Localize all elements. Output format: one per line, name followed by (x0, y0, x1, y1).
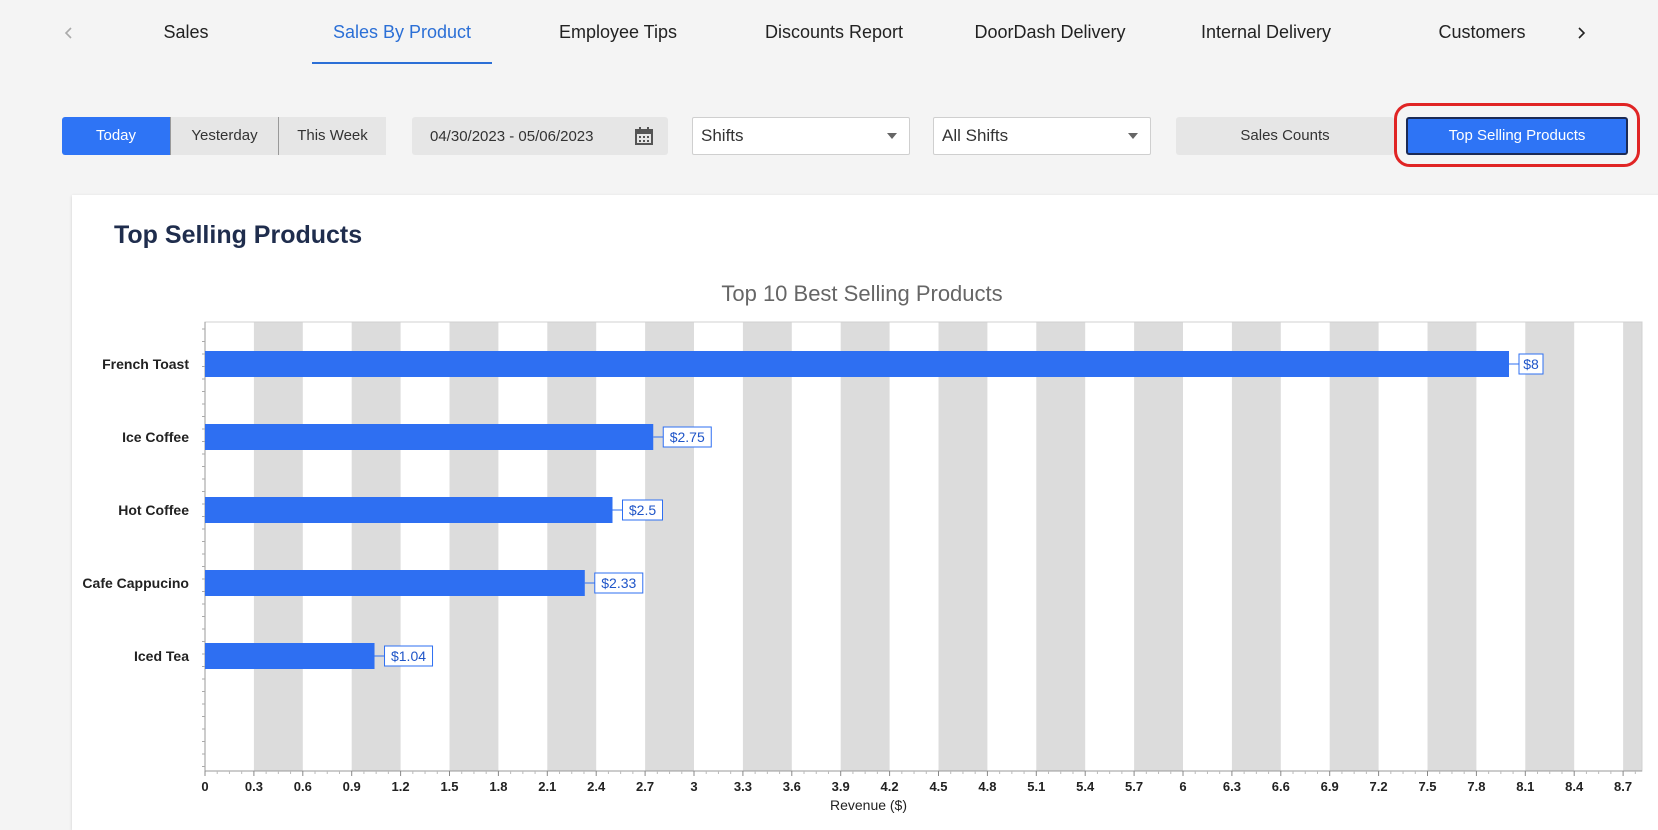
x-tick-label: 6.6 (1272, 779, 1290, 794)
grid-band (1036, 322, 1086, 771)
x-tick-label: 0 (201, 779, 208, 794)
x-tick-label: 8.4 (1565, 779, 1584, 794)
category-label: Ice Coffee (122, 429, 189, 445)
date-range-picker[interactable]: 04/30/2023 - 05/06/2023 (412, 117, 668, 155)
grid-band (938, 322, 988, 771)
card-title: Top Selling Products (114, 221, 363, 249)
x-tick-label: 3.3 (734, 779, 752, 794)
bar (205, 424, 654, 450)
x-tick-label: 7.2 (1370, 779, 1388, 794)
tab-customers[interactable]: Customers (1392, 0, 1572, 64)
bar (205, 643, 375, 669)
grid-band (547, 322, 597, 771)
data-label: $8 (1523, 356, 1539, 372)
chevron-down-icon (1128, 133, 1138, 139)
x-tick-label: 8.7 (1614, 779, 1632, 794)
bar (205, 497, 613, 523)
shift-type-value: Shifts (701, 126, 744, 145)
category-label: Hot Coffee (118, 502, 189, 518)
top-selling-products-button[interactable]: Top Selling Products (1406, 117, 1628, 155)
top-selling-card: Top Selling Products Top 10 Best Selling… (72, 195, 1658, 830)
grid-band (351, 322, 401, 771)
x-tick-label: 6.3 (1223, 779, 1241, 794)
today-button[interactable]: Today (62, 117, 170, 155)
x-tick-label: 5.1 (1027, 779, 1045, 794)
x-tick-label: 3.6 (783, 779, 801, 794)
x-tick-label: 1.8 (489, 779, 507, 794)
chevron-right-icon[interactable] (1566, 18, 1596, 48)
x-tick-label: 4.5 (929, 779, 947, 794)
grid-band (1329, 322, 1379, 771)
tab-sales[interactable]: Sales (96, 0, 276, 64)
tab-doordash-delivery[interactable]: DoorDash Delivery (960, 0, 1140, 64)
x-tick-label: 2.1 (538, 779, 556, 794)
tab-employee-tips[interactable]: Employee Tips (528, 0, 708, 64)
category-label: French Toast (102, 356, 189, 372)
this-week-button[interactable]: This Week (278, 117, 386, 155)
data-label: $1.04 (391, 648, 426, 664)
data-label-box (622, 499, 663, 521)
x-tick-label: 2.7 (636, 779, 654, 794)
tab-discounts-report[interactable]: Discounts Report (744, 0, 924, 64)
shift-select[interactable]: All Shifts (933, 117, 1151, 155)
grid-band (645, 322, 694, 771)
x-tick-label: 5.4 (1076, 779, 1095, 794)
data-label: $2.75 (670, 429, 705, 445)
category-label: Iced Tea (134, 648, 189, 664)
shift-value: All Shifts (942, 126, 1009, 145)
grid-band (1427, 322, 1477, 771)
chart-title: Top 10 Best Selling Products (721, 281, 1003, 306)
x-tick-label: 7.8 (1467, 779, 1485, 794)
grid-band (449, 322, 499, 771)
grid-band (742, 322, 792, 771)
x-tick-label: 0.6 (294, 779, 312, 794)
yesterday-button[interactable]: Yesterday (170, 117, 278, 155)
grid-band (1525, 322, 1575, 771)
x-tick-label: 1.5 (440, 779, 458, 794)
x-tick-label: 7.5 (1418, 779, 1436, 794)
x-tick-label: 8.1 (1516, 779, 1534, 794)
x-tick-label: 2.4 (587, 779, 606, 794)
period-button-group: Today Yesterday This Week (62, 117, 386, 155)
x-tick-label: 3 (690, 779, 697, 794)
grid-band (840, 322, 890, 771)
data-label-box (1518, 353, 1544, 375)
report-tab-bar: Sales Sales By Product Employee Tips Dis… (0, 0, 1658, 72)
grid-band (1134, 322, 1183, 771)
calendar-icon[interactable] (634, 126, 654, 146)
x-tick-label: 4.8 (978, 779, 996, 794)
data-label-box (662, 426, 712, 448)
x-tick-label: 3.9 (832, 779, 850, 794)
x-tick-label: 0.9 (343, 779, 361, 794)
x-tick-label: 6.9 (1321, 779, 1339, 794)
date-range-value: 04/30/2023 - 05/06/2023 (430, 127, 594, 145)
chevron-down-icon (887, 133, 897, 139)
data-label-box (384, 645, 434, 667)
grid-band (1623, 322, 1642, 771)
x-tick-label: 4.2 (881, 779, 899, 794)
data-label: $2.33 (601, 575, 636, 591)
tab-sales-by-product[interactable]: Sales By Product (312, 0, 492, 64)
plot-area (204, 321, 1643, 772)
x-tick-label: 6 (1179, 779, 1186, 794)
bar (205, 351, 1509, 377)
sales-counts-button[interactable]: Sales Counts (1176, 117, 1394, 155)
x-tick-label: 1.2 (392, 779, 410, 794)
x-axis-label: Revenue ($) (830, 797, 907, 813)
chevron-left-icon[interactable] (54, 18, 84, 48)
data-label: $2.5 (629, 502, 656, 518)
tab-internal-delivery[interactable]: Internal Delivery (1176, 0, 1356, 64)
category-label: Cafe Cappucino (82, 575, 189, 591)
x-tick-label: 0.3 (245, 779, 263, 794)
x-tick-label: 5.7 (1125, 779, 1143, 794)
shift-type-select[interactable]: Shifts (692, 117, 910, 155)
data-label-box (594, 572, 644, 594)
bar (205, 570, 585, 596)
grid-band (1231, 322, 1281, 771)
grid-band (253, 322, 303, 771)
bar-chart: 0 0.3 0.6 0.9 1.2 1.5 1.8 2.1 2.4 2.7 3 3.3 3.6 3.9 4.… (82, 321, 1643, 813)
